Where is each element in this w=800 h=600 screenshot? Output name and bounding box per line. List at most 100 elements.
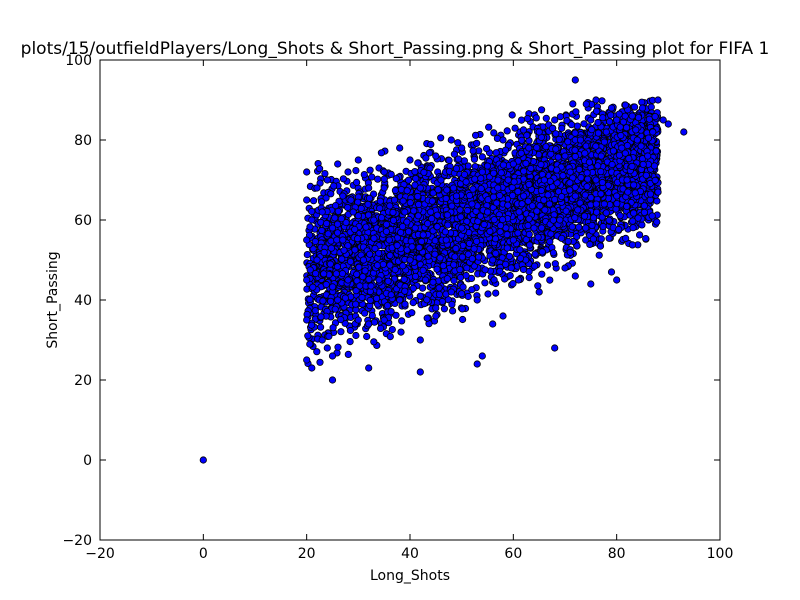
data-point (322, 219, 331, 228)
data-point (492, 249, 500, 257)
data-point (583, 169, 591, 177)
data-point (442, 194, 450, 203)
data-point (306, 223, 314, 231)
data-point (408, 309, 416, 317)
data-point (458, 305, 466, 313)
data-point (537, 106, 546, 114)
data-point (361, 267, 369, 275)
chart-title: plots/15/outfieldPlayers/Long_Shots & Sh… (21, 39, 770, 59)
data-point (613, 200, 621, 208)
data-point (316, 358, 324, 366)
data-point (471, 175, 479, 183)
data-point (359, 273, 367, 281)
data-point (454, 139, 462, 147)
data-point (468, 255, 476, 263)
data-point (368, 173, 376, 181)
data-point (352, 167, 360, 175)
data-point (505, 252, 514, 260)
data-point (555, 135, 563, 143)
data-point (483, 162, 492, 170)
data-point (317, 198, 326, 206)
data-point (309, 283, 317, 291)
data-point (412, 175, 420, 183)
data-point (582, 142, 590, 150)
data-point (334, 343, 342, 351)
data-point (482, 145, 491, 153)
data-point (503, 244, 511, 252)
data-point (321, 170, 329, 178)
data-point (581, 149, 589, 157)
data-point (388, 325, 396, 334)
data-point (514, 188, 522, 196)
data-point (437, 134, 445, 142)
data-point (382, 227, 390, 236)
data-point (597, 168, 605, 176)
data-point (380, 184, 388, 192)
data-point (398, 317, 406, 325)
data-point (546, 238, 554, 246)
data-point (503, 231, 511, 239)
data-point (401, 287, 409, 295)
data-points (199, 76, 688, 464)
data-point (456, 273, 465, 282)
data-point (468, 286, 476, 294)
data-point (534, 282, 542, 290)
data-point (629, 224, 637, 232)
data-point (417, 237, 426, 246)
data-point (519, 126, 528, 134)
data-point (376, 324, 385, 332)
data-point (386, 261, 394, 269)
data-point (496, 228, 504, 236)
data-point (537, 186, 546, 195)
data-point (605, 234, 613, 242)
data-point (514, 229, 522, 237)
data-point (414, 159, 422, 167)
data-point (362, 223, 370, 231)
data-point (387, 307, 395, 316)
data-point (389, 216, 398, 224)
data-point (605, 118, 614, 126)
data-point (431, 237, 439, 245)
data-point (448, 300, 456, 308)
data-point (585, 158, 594, 166)
data-point (484, 290, 492, 298)
data-point (364, 200, 372, 208)
data-point (435, 290, 443, 298)
data-point (622, 124, 631, 132)
data-point (609, 147, 618, 155)
data-point (452, 165, 461, 173)
data-point (638, 98, 646, 106)
data-point (558, 124, 566, 132)
data-point (597, 235, 605, 243)
data-point (542, 143, 550, 151)
data-point (500, 275, 509, 283)
data-point (347, 196, 355, 204)
data-point (589, 235, 598, 243)
data-point (363, 332, 371, 341)
data-point (575, 223, 583, 231)
data-point (634, 214, 642, 222)
data-point (615, 110, 623, 118)
data-point (384, 277, 392, 285)
data-point (485, 123, 493, 131)
data-point (325, 332, 333, 340)
data-point (414, 192, 422, 201)
data-point (429, 278, 437, 286)
data-point (422, 154, 430, 162)
data-point (423, 314, 431, 322)
data-point (486, 227, 494, 235)
data-point (428, 197, 436, 205)
data-point (445, 156, 453, 164)
data-point (330, 182, 338, 190)
data-point (584, 175, 592, 183)
data-point (635, 231, 644, 239)
data-point (448, 202, 456, 210)
data-point (306, 340, 314, 348)
data-point (573, 233, 581, 241)
data-point (540, 196, 548, 204)
data-point (538, 248, 546, 256)
data-point (567, 121, 576, 129)
data-point (366, 250, 374, 258)
data-point (566, 248, 574, 256)
